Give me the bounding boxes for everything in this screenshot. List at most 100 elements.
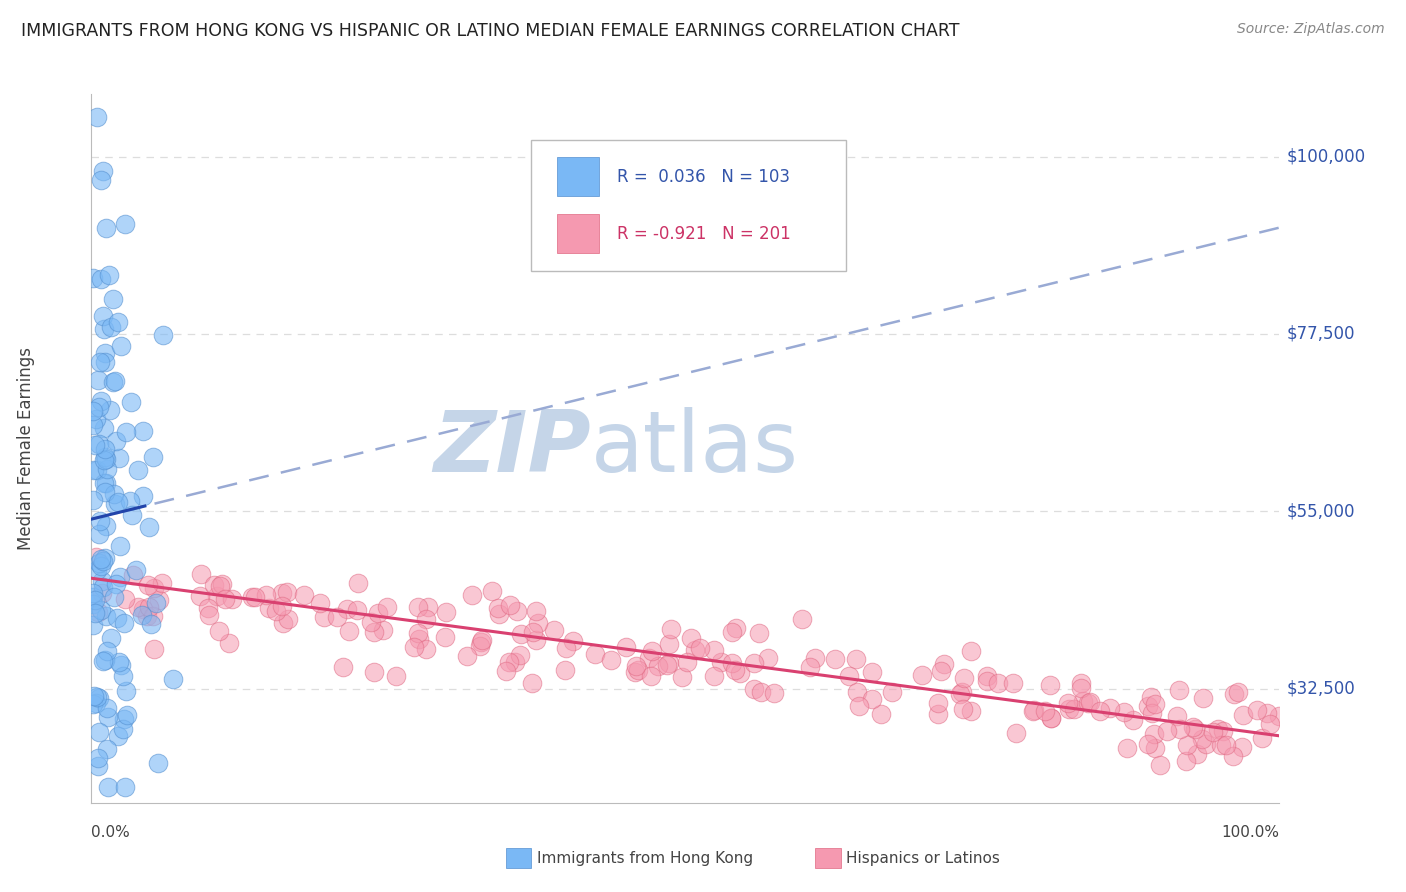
Point: [862, 665, 884, 680]
Point: [332, 660, 354, 674]
Point: [91, 309, 114, 323]
Point: [93, 485, 115, 500]
Point: [84, 412, 107, 426]
FancyBboxPatch shape: [557, 158, 599, 196]
Point: [659, 622, 682, 636]
Point: [434, 630, 457, 644]
Point: [86, 463, 108, 477]
Point: [418, 600, 440, 615]
Point: [131, 424, 153, 438]
Point: [89, 401, 111, 415]
Point: [240, 590, 263, 604]
Text: ZIP: ZIP: [433, 407, 591, 490]
Point: [131, 607, 153, 622]
Point: [107, 729, 129, 743]
Point: [337, 624, 360, 639]
Point: [860, 692, 883, 706]
Point: [96, 462, 118, 476]
Point: [115, 708, 138, 723]
Point: [83, 437, 105, 451]
Point: [911, 667, 934, 681]
Point: [87, 759, 110, 773]
Point: [162, 672, 184, 686]
Point: [882, 685, 904, 699]
Point: [481, 584, 503, 599]
Point: [96, 700, 118, 714]
Point: [470, 635, 492, 649]
Point: [721, 656, 744, 670]
Point: [82, 586, 104, 600]
Point: [1226, 685, 1249, 699]
Point: [641, 643, 664, 657]
Text: $32,500: $32,500: [1286, 680, 1355, 698]
Point: [94, 220, 117, 235]
Point: [1156, 723, 1178, 738]
Point: [125, 563, 148, 577]
Point: [270, 586, 292, 600]
Point: [749, 685, 772, 699]
Point: [94, 551, 117, 566]
Point: [112, 723, 135, 737]
Point: [197, 600, 219, 615]
Point: [346, 603, 368, 617]
Point: [89, 514, 111, 528]
Point: [960, 704, 983, 718]
Point: [100, 631, 122, 645]
Point: [98, 268, 121, 282]
Text: R = -0.921   N = 201: R = -0.921 N = 201: [616, 225, 790, 243]
Point: [96, 741, 118, 756]
Point: [97, 710, 120, 724]
Text: IMMIGRANTS FROM HONG KONG VS HISPANIC OR LATINO MEDIAN FEMALE EARNINGS CORRELATI: IMMIGRANTS FROM HONG KONG VS HISPANIC OR…: [21, 22, 959, 40]
Point: [763, 686, 786, 700]
Point: [703, 669, 725, 683]
Point: [214, 592, 236, 607]
Point: [142, 581, 165, 595]
Point: [312, 609, 335, 624]
Point: [146, 756, 169, 770]
Point: [93, 653, 115, 667]
Point: [1116, 741, 1139, 756]
Point: [1267, 709, 1289, 723]
Point: [93, 420, 115, 434]
Point: [655, 657, 678, 672]
Point: [243, 590, 266, 604]
Point: [142, 609, 165, 624]
Point: [103, 590, 125, 604]
Point: [347, 575, 370, 590]
Point: [90, 173, 112, 187]
Point: [627, 663, 650, 677]
Point: [689, 641, 711, 656]
Point: [1142, 706, 1164, 720]
Point: [976, 674, 998, 689]
Point: [96, 476, 118, 491]
Point: [86, 550, 108, 565]
Point: [1136, 698, 1159, 713]
Point: [82, 617, 104, 632]
Point: [742, 681, 765, 696]
Point: [96, 644, 118, 658]
Point: [470, 639, 492, 653]
Point: [82, 590, 104, 604]
Point: [82, 597, 104, 611]
Point: [87, 751, 110, 765]
Point: [1209, 739, 1232, 753]
Point: [503, 655, 526, 669]
Point: [638, 651, 661, 665]
Point: [207, 589, 229, 603]
Point: [1143, 727, 1166, 741]
Point: [1022, 704, 1045, 718]
Point: [1033, 704, 1056, 718]
Point: [271, 615, 294, 630]
Point: [94, 442, 117, 456]
Point: [1206, 722, 1229, 736]
Point: [112, 615, 135, 630]
Point: [599, 652, 621, 666]
Point: [360, 615, 382, 629]
Point: [292, 589, 315, 603]
Point: [932, 657, 955, 672]
Point: [658, 657, 681, 671]
Point: [1167, 683, 1189, 698]
Point: [1215, 738, 1237, 752]
Point: [1022, 703, 1045, 717]
Point: [1070, 676, 1092, 690]
